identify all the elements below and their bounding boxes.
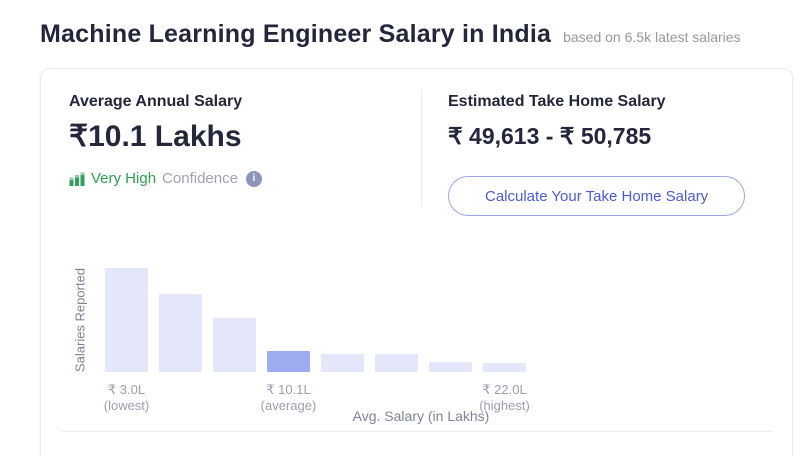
confidence-row: Very High Confidence i <box>69 170 262 187</box>
bar[interactable] <box>483 363 526 372</box>
x-axis-label: Avg. Salary (in Lakhs) <box>352 408 490 424</box>
page-title: Machine Learning Engineer Salary in Indi… <box>40 20 552 48</box>
take-home-label: Estimated Take Home Salary <box>448 93 666 110</box>
bar[interactable] <box>105 268 148 372</box>
bar[interactable] <box>429 362 472 372</box>
bar[interactable] <box>159 294 202 372</box>
bar[interactable] <box>321 354 364 372</box>
salary-distribution-chart: Salaries Reported ₹ 3.0L (lowest) ₹ 10.1L(… <box>73 268 530 424</box>
bars-container <box>105 268 526 372</box>
page-subtitle: based on 6.5k latest salaries <box>563 29 741 45</box>
bar-average-highlight[interactable] <box>267 351 310 372</box>
confidence-bars-icon <box>69 172 85 186</box>
bar[interactable] <box>213 318 256 372</box>
x-axis-ticks: ₹ 3.0L (lowest) ₹ 10.1L (average) ₹ 22.0L (hi… <box>104 372 530 413</box>
info-icon[interactable]: i <box>245 170 262 187</box>
take-home-value: ₹ 49,613 - ₹ 50,785 <box>448 123 652 149</box>
salary-overview-card: Average Annual Salary ₹10.1 Lakhs Very H… <box>40 68 793 456</box>
average-salary-section: Average Annual Salary ₹10.1 Lakhs Very H… <box>69 93 262 187</box>
confidence-suffix: Confidence <box>162 170 238 187</box>
take-home-section: Estimated Take Home Salary ₹ 49,613 - ₹ … <box>448 93 746 216</box>
x-tick: ₹ 3.0L (lowest) <box>103 382 150 413</box>
confidence-level: Very High <box>91 170 157 187</box>
bottom-divider <box>61 431 772 432</box>
x-tick: ₹ 22.0L (highest) <box>479 382 530 413</box>
vertical-divider <box>421 89 422 207</box>
y-axis-label: Salaries Reported <box>72 267 88 373</box>
page-header: Machine Learning Engineer Salary in Indi… <box>40 20 741 49</box>
x-tick: ₹ 10.1L (average) <box>260 382 317 413</box>
average-salary-value: ₹10.1 Lakhs <box>69 120 242 153</box>
calculate-take-home-button[interactable]: Calculate Your Take Home Salary <box>448 176 746 216</box>
bar[interactable] <box>375 354 418 372</box>
average-salary-label: Average Annual Salary <box>69 93 243 110</box>
